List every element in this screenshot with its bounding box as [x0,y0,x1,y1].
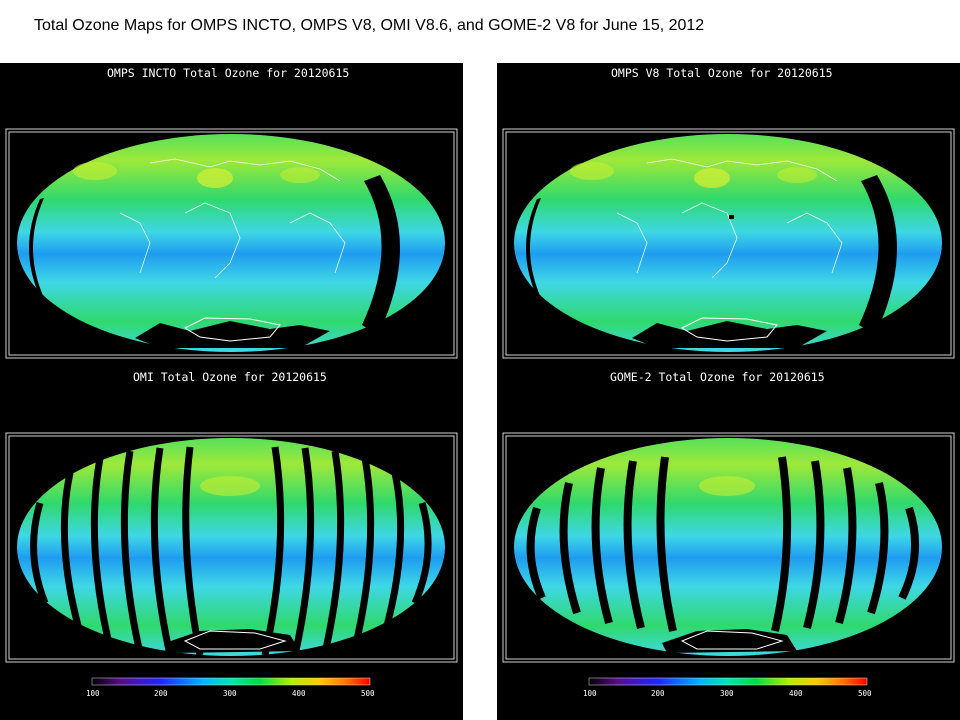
colorbar-tick-300: 300 [720,689,734,698]
omps-v8-map: OMPS V8 Total Ozone for 20120615 [502,66,955,359]
colorbar-left: 100 200 300 400 500 [86,677,375,698]
colorbar-tick-200: 200 [651,689,665,698]
high-ozone-region [699,476,755,496]
high-ozone-region [570,162,614,180]
orbit-gap [859,175,897,331]
globe-ozone-field [17,134,445,352]
missing-data-patch [729,215,734,219]
slide-title: Total Ozone Maps for OMPS INCTO, OMPS V8… [34,17,705,34]
coastline-antarctica [183,317,281,342]
coastline-antarctica [680,630,784,650]
high-ozone-region [73,162,117,180]
globe-ozone-field [17,438,445,656]
high-ozone-region [777,167,817,183]
high-ozone-region [694,168,730,188]
coastlines [616,158,843,279]
colorbar-tick-200: 200 [154,689,168,698]
map-frame-inner [505,435,952,660]
omi-map: OMI Total Ozone for 20120615 [5,370,458,663]
polar-night-region [135,321,330,348]
gome2-map-title: GOME-2 Total Ozone for 20120615 [610,370,825,384]
map-frame [502,128,955,359]
orbit-gap [526,198,541,298]
polar-night-region [632,321,827,348]
globe-ozone-field [514,438,942,656]
map-frame-inner [505,131,952,356]
right-figure-svg: OMPS V8 Total Ozone for 20120615 GOME-2 … [502,66,955,698]
coastlines [119,158,346,279]
map-frame [5,128,458,359]
left-figure-svg: OMPS INCTO Total Ozone for 20120615 OMI … [5,66,458,698]
map-frame [502,432,955,663]
orbit-gap [362,175,400,331]
map-frame-inner [8,435,455,660]
colorbar-tick-300: 300 [223,689,237,698]
colorbar-tick-400: 400 [292,689,306,698]
map-frame-inner [8,131,455,356]
colorbar-gradient [91,677,371,686]
orbit-gap [29,198,44,298]
globe-ozone-field [514,134,942,352]
high-ozone-region [200,476,260,496]
right-figure-panel: OMPS V8 Total Ozone for 20120615 GOME-2 … [497,63,960,720]
omps-v8-map-title: OMPS V8 Total Ozone for 20120615 [611,66,833,80]
colorbar-tick-400: 400 [789,689,803,698]
colorbar-tick-500: 500 [858,689,872,698]
coastline-antarctica [183,630,287,650]
omi-map-title: OMI Total Ozone for 20120615 [133,370,327,384]
left-figure-panel: OMPS INCTO Total Ozone for 20120615 OMI … [0,63,463,720]
omps-incto-map: OMPS INCTO Total Ozone for 20120615 [5,66,458,359]
colorbar-tick-100: 100 [583,689,597,698]
omps-incto-map-title: OMPS INCTO Total Ozone for 20120615 [107,66,349,80]
map-frame [5,432,458,663]
row-anomaly-stripes [30,446,432,656]
colorbar-gradient [588,677,868,686]
coastline-antarctica [680,317,778,342]
high-ozone-region [197,168,233,188]
colorbar-tick-500: 500 [361,689,375,698]
gome2-map: GOME-2 Total Ozone for 20120615 [502,370,955,663]
colorbar-tick-100: 100 [86,689,100,698]
inter-orbit-gaps [526,456,920,632]
high-ozone-region [280,167,320,183]
colorbar-right: 100 200 300 400 500 [583,677,872,698]
